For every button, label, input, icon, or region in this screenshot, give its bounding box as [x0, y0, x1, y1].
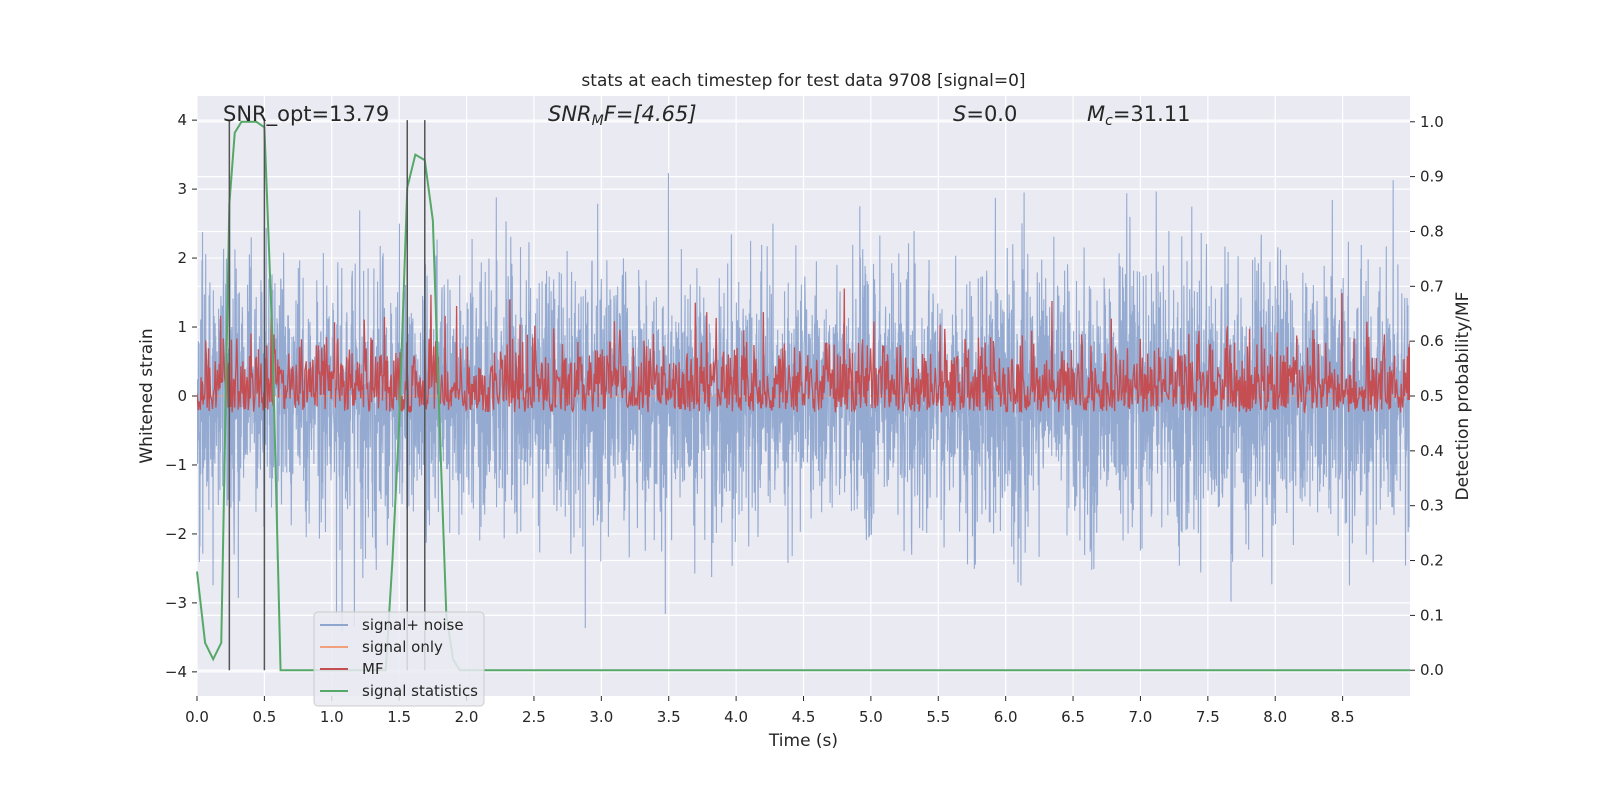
x-tick-label: 3.0: [589, 708, 613, 726]
y-tick-label: −2: [165, 525, 187, 543]
x-tick-label: 7.5: [1196, 708, 1220, 726]
y-right-tick-label: 0.0: [1420, 661, 1444, 679]
x-tick-label: 6.0: [994, 708, 1018, 726]
legend-label: MF: [362, 660, 384, 678]
annotation-snr-mf: SNRMF=[4.65]: [548, 102, 697, 129]
x-tick-label: 5.5: [926, 708, 950, 726]
y-axis-label: Whitened strain: [137, 328, 157, 463]
annotation-s-italic: S: [953, 102, 966, 126]
legend: signal+ noise signal only MF signal statist…: [313, 611, 485, 707]
ticks: 0.0 0.5 1.0 1.5 2.0 2.5 3.0 3.5 4.0 4.5 5.0 5.5 6.0 6…: [165, 111, 1444, 726]
y-right-tick-label: 0.7: [1420, 277, 1444, 295]
x-tick-label: 4.5: [792, 708, 816, 726]
y-tick-label: 0: [177, 387, 187, 405]
x-axis-label: Time (s): [768, 731, 838, 751]
y-right-tick-label: 0.1: [1420, 606, 1444, 624]
y-tick-label: 3: [177, 180, 187, 198]
x-tick-label: 4.0: [724, 708, 748, 726]
chart-title: stats at each timestep for test data 970…: [581, 71, 1025, 91]
y-tick-label: 1: [177, 318, 187, 336]
y-right-tick-label: 0.9: [1420, 168, 1444, 186]
x-tick-label: 8.0: [1263, 708, 1287, 726]
y-right-tick-label: 0.6: [1420, 332, 1444, 350]
y-tick-label: −1: [165, 456, 187, 474]
x-tick-label: 0.5: [252, 708, 276, 726]
y-right-tick-label: 1.0: [1420, 113, 1444, 131]
annotation-s-rest: =0.0: [966, 102, 1017, 126]
x-tick-label: 3.5: [657, 708, 681, 726]
annotation-snr-mf-rest: F=[4.65]: [604, 102, 697, 126]
y-tick-label: −4: [165, 663, 187, 681]
x-tick-label: 8.5: [1331, 708, 1355, 726]
annotation-mc-rest: =31.11: [1113, 102, 1191, 126]
y-axis-right-label: Detection probability/MF: [1453, 292, 1473, 501]
y-tick-label: 2: [177, 249, 187, 267]
x-tick-label: 2.5: [522, 708, 546, 726]
x-tick-label: 1.5: [387, 708, 411, 726]
y-right-tick-label: 0.3: [1420, 497, 1444, 515]
y-tick-label: 4: [177, 111, 187, 129]
annotation-snr-mf-sub: M: [592, 113, 604, 129]
annotation-mc-sub: c: [1105, 113, 1113, 129]
x-tick-label: 1.0: [320, 708, 344, 726]
x-tick-label: 6.5: [1061, 708, 1085, 726]
x-tick-label: 0.0: [185, 708, 209, 726]
y-tick-label: −3: [165, 594, 187, 612]
annotation-snr-opt: SNR_opt=13.79: [223, 102, 389, 127]
legend-box: [313, 611, 485, 707]
x-tick-label: 7.0: [1129, 708, 1153, 726]
annotation-snr-mf-base: SNR: [548, 102, 592, 126]
annotation-s: S=0.0: [953, 102, 1017, 126]
legend-label: signal+ noise: [362, 616, 464, 634]
y-right-tick-label: 0.5: [1420, 387, 1444, 405]
legend-label: signal statistics: [362, 682, 478, 700]
annotation-mc: Mc=31.11: [1087, 102, 1191, 129]
y-right-tick-label: 0.2: [1420, 552, 1444, 570]
x-tick-label: 5.0: [859, 708, 883, 726]
y-right-tick-label: 0.4: [1420, 442, 1444, 460]
x-tick-label: 2.0: [455, 708, 479, 726]
y-right-tick-label: 0.8: [1420, 222, 1444, 240]
annotation-mc-base: M: [1087, 102, 1105, 126]
legend-label: signal only: [362, 638, 443, 656]
